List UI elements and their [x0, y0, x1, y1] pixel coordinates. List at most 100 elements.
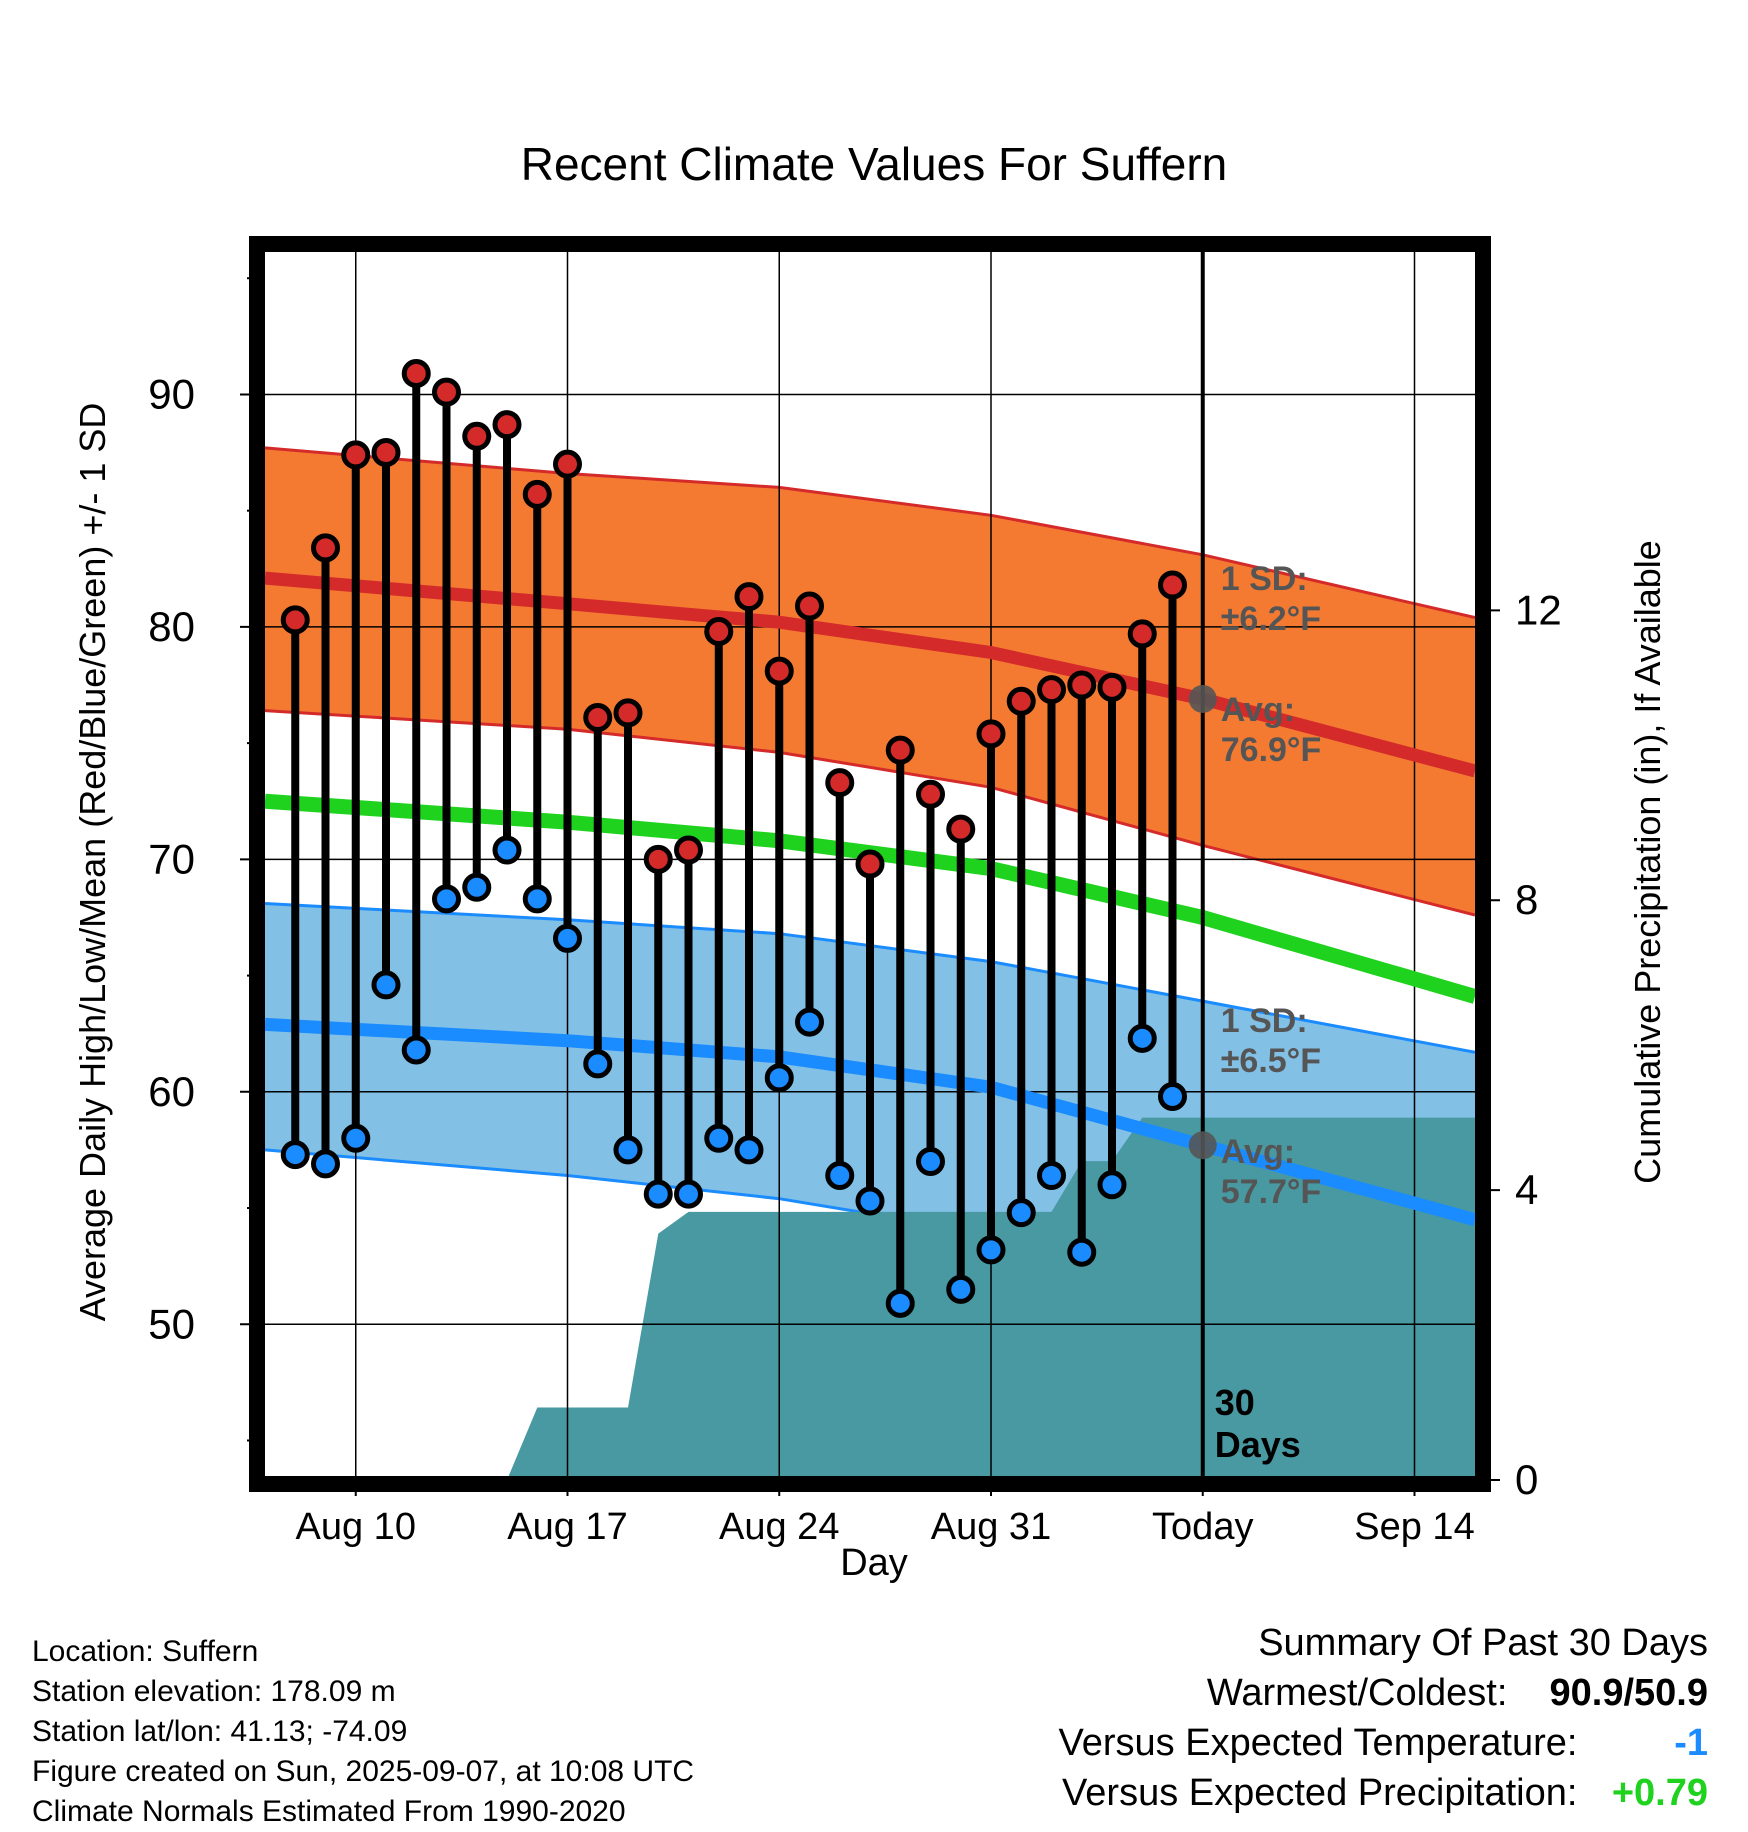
obs-low-point	[1037, 1160, 1066, 1190]
x-tick-label: Aug 24	[719, 1506, 839, 1548]
chart-title: Recent Climate Values For Suffern	[521, 138, 1228, 190]
avg-mean-line	[265, 793, 1475, 1004]
obs-low-point	[613, 1135, 643, 1165]
obs-high-point	[976, 719, 1006, 749]
low-annotation-0: 1 SD:	[1221, 1002, 1308, 1040]
obs-high-point	[643, 844, 673, 874]
warm-cold-label: Warmest/Coldest:	[1206, 1672, 1508, 1714]
obs-low-point	[976, 1235, 1006, 1265]
obs-high-point	[280, 605, 310, 635]
y-tick-label-left: 70	[148, 835, 195, 882]
precip-departure-value: +0.79	[1611, 1772, 1708, 1814]
high-annotation-1: ±6.2°F	[1221, 600, 1321, 638]
y-tick-label-right: 0	[1515, 1456, 1538, 1503]
obs-low-point	[795, 1007, 824, 1037]
high-annotation-3: 76.9°F	[1221, 731, 1322, 769]
obs-high-point	[613, 698, 643, 728]
x-tick-label: Sep 14	[1354, 1506, 1474, 1548]
high-mean-line	[265, 571, 1475, 778]
obs-high-point	[311, 533, 340, 563]
high-annotation-2: Avg:	[1221, 691, 1295, 729]
obs-high-point	[462, 421, 492, 451]
obs-low-point	[1067, 1237, 1097, 1267]
obs-low-point	[1097, 1170, 1127, 1200]
obs-low-point	[734, 1135, 764, 1165]
high-sd-band-lower-edge	[265, 709, 1475, 917]
high-annotation-0: 1 SD:	[1221, 560, 1308, 598]
low-mean-line	[265, 1017, 1475, 1226]
elevation-text: Station elevation: 178.09 m	[32, 1675, 396, 1708]
low-sd-band-upper-edge	[265, 902, 1475, 1054]
plot-frame	[249, 236, 1491, 1492]
low-annotation-1: ±6.5°F	[1221, 1042, 1321, 1080]
high-sd-band-upper-edge	[265, 446, 1475, 620]
obs-low-point	[643, 1179, 673, 1209]
obs-low-point	[492, 835, 522, 865]
location-text: Location: Suffern	[32, 1635, 259, 1668]
y-axis-label-right: Cumulative Precipitation (in), If Availa…	[1627, 540, 1668, 1184]
climate-chart: Recent Climate Values For Suffern Aug 10…	[72, 138, 1668, 1584]
obs-high-point	[704, 617, 734, 647]
temp-departure-row: Versus Expected Temperature: -1	[1059, 1718, 1708, 1768]
obs-low-point	[825, 1160, 855, 1190]
y-tick-label-left: 90	[148, 370, 195, 417]
y-tick-label-left: 50	[148, 1300, 195, 1347]
obs-low-point	[674, 1179, 703, 1209]
obs-high-point	[764, 656, 794, 686]
x-tick-label: Aug 10	[296, 1506, 416, 1548]
obs-high-point	[371, 438, 401, 468]
temp-departure-label: Versus Expected Temperature:	[1058, 1722, 1578, 1764]
period-label-1: Days	[1215, 1424, 1301, 1465]
precip-departure-row: Versus Expected Precipitation: +0.79	[1059, 1768, 1708, 1818]
x-axis-label: Day	[840, 1542, 908, 1584]
obs-low-point	[583, 1049, 613, 1079]
x-tick-label: Aug 17	[507, 1506, 627, 1548]
summary-title: Summary Of Past 30 Days	[1258, 1622, 1708, 1664]
y-axis-label-left: Average Daily High/Low/Mean (Red/Blue/Gr…	[72, 403, 113, 1322]
obs-high-point	[492, 410, 522, 440]
obs-low-point	[280, 1140, 310, 1170]
low-annotation-3: 57.7°F	[1221, 1173, 1322, 1211]
y-tick-label-right: 4	[1515, 1166, 1538, 1213]
obs-high-point	[341, 440, 371, 470]
obs-high-point	[1158, 570, 1187, 600]
obs-low-point	[1158, 1081, 1187, 1111]
obs-low-point	[855, 1186, 885, 1216]
obs-high-point	[401, 359, 431, 389]
obs-high-point	[1006, 686, 1036, 716]
y-tick-label-left: 60	[148, 1068, 195, 1115]
obs-low-point	[885, 1288, 915, 1318]
obs-high-point	[795, 591, 824, 621]
today-high-avg-marker	[1188, 684, 1217, 713]
obs-low-point	[704, 1123, 734, 1153]
obs-low-point	[764, 1063, 794, 1093]
station-info: Location: Suffern Station elevation: 178…	[32, 1632, 694, 1832]
obs-low-point	[311, 1149, 340, 1179]
normals-text: Climate Normals Estimated From 1990-2020	[32, 1795, 626, 1828]
y-tick-label-right: 8	[1515, 876, 1538, 923]
obs-low-point	[432, 884, 461, 914]
summary-panel: Summary Of Past 30 Days Warmest/Coldest:…	[1059, 1618, 1708, 1818]
x-tick-label: Today	[1152, 1506, 1253, 1548]
warm-cold-row: Warmest/Coldest: 90.9/50.9	[1059, 1668, 1708, 1718]
obs-low-point	[522, 884, 552, 914]
created-text: Figure created on Sun, 2025-09-07, at 10…	[32, 1755, 695, 1788]
obs-low-point	[1127, 1023, 1157, 1053]
obs-high-point	[1127, 619, 1157, 649]
obs-high-point	[674, 835, 703, 865]
warm-cold-value: 90.9/50.9	[1549, 1672, 1708, 1714]
today-low-avg-marker	[1188, 1131, 1217, 1160]
obs-low-point	[916, 1147, 945, 1177]
y-tick-label-left: 80	[148, 603, 195, 650]
obs-high-point	[432, 377, 461, 407]
obs-low-point	[1006, 1198, 1036, 1228]
obs-low-point	[553, 923, 582, 953]
x-tick-label: Aug 31	[931, 1506, 1051, 1548]
obs-high-point	[522, 479, 552, 509]
obs-high-point	[946, 814, 976, 844]
obs-high-point	[734, 582, 764, 612]
obs-low-point	[401, 1035, 431, 1065]
obs-low-point	[462, 872, 492, 902]
obs-high-point	[916, 779, 945, 809]
obs-high-point	[583, 703, 613, 733]
